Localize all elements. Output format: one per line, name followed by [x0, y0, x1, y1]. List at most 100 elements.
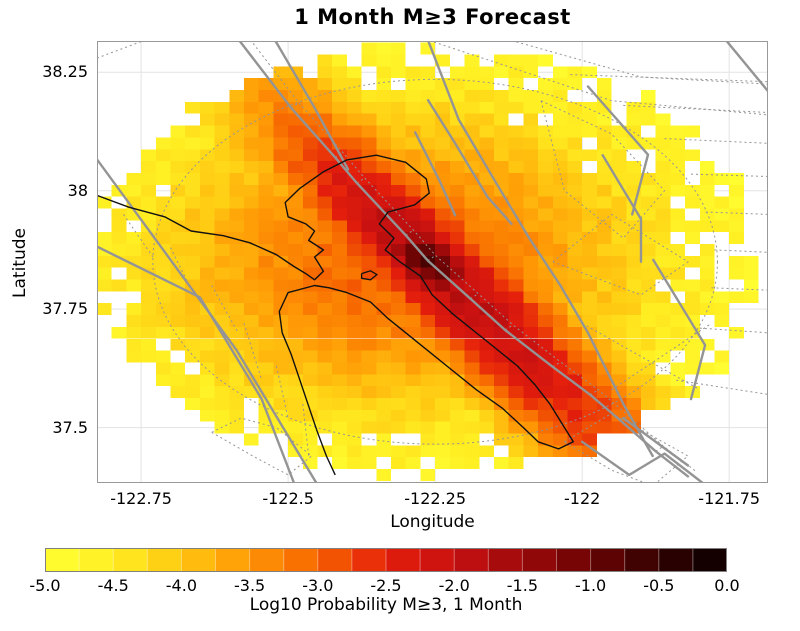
heatmap-cell	[214, 409, 230, 422]
heatmap-cell	[685, 315, 700, 327]
heatmap-cell	[361, 303, 377, 316]
heatmap-cell	[273, 244, 289, 256]
colorbar-tick-label: -0.5	[643, 576, 675, 595]
heatmap-cell	[611, 291, 627, 304]
heatmap-cell	[596, 315, 612, 327]
heatmap-cell	[258, 350, 274, 363]
heatmap-cell	[288, 291, 303, 304]
heatmap-cell	[391, 232, 406, 244]
heatmap-cell	[640, 101, 656, 114]
heatmap-cell	[567, 149, 583, 162]
heatmap-cell	[185, 172, 200, 185]
heatmap-cell	[449, 303, 465, 316]
heatmap-cell	[229, 397, 245, 410]
heatmap-cell	[479, 66, 494, 79]
fault-trace	[238, 41, 690, 478]
heatmap-cell	[567, 196, 583, 209]
heatmap-cell	[449, 125, 465, 138]
heatmap-cell	[405, 457, 421, 470]
heatmap-cell	[523, 208, 539, 221]
heatmap-cell	[596, 409, 612, 422]
heatmap-cell	[346, 125, 362, 138]
heatmap-cell	[391, 445, 406, 458]
heatmap-cell	[435, 220, 450, 233]
heatmap-cell	[288, 409, 303, 422]
heatmap-cell	[493, 386, 509, 398]
heatmap-cell	[214, 386, 230, 398]
heatmap-cell	[523, 172, 539, 185]
heatmap-cell	[479, 326, 494, 339]
heatmap-cell	[449, 78, 465, 91]
heatmap-cell	[714, 196, 730, 209]
heatmap-cell	[317, 386, 333, 398]
heatmap-cell	[391, 386, 406, 398]
heatmap-cell	[361, 125, 377, 138]
heatmap-cell	[567, 208, 583, 221]
heatmap-cell	[420, 220, 436, 233]
heatmap-cell	[435, 90, 450, 102]
heatmap-cell	[523, 267, 539, 280]
heatmap-cell	[420, 161, 436, 173]
heatmap-cell	[317, 90, 333, 102]
heatmap-cell	[170, 196, 186, 209]
heatmap-cell	[244, 255, 259, 268]
heatmap-cell	[523, 397, 539, 410]
heatmap-cell	[317, 54, 333, 67]
heatmap-cell	[508, 445, 524, 458]
heatmap-cell	[523, 184, 539, 197]
heatmap-cell	[317, 326, 333, 339]
heatmap-cell	[699, 279, 715, 292]
colorbar-tick-label: -4.5	[97, 576, 129, 595]
heatmap-cell	[699, 291, 715, 304]
forecast-region-boundary	[152, 78, 718, 445]
heatmap-cell	[405, 267, 421, 280]
heatmap-cell	[141, 267, 156, 280]
heatmap-cell	[258, 172, 274, 185]
heatmap-cell	[464, 54, 480, 67]
heatmap-cell	[435, 161, 450, 173]
heatmap-cell	[523, 255, 539, 268]
heatmap-cell	[141, 232, 156, 244]
heatmap-cell	[640, 279, 656, 292]
heatmap-cell	[258, 137, 274, 150]
heatmap-cell	[332, 397, 347, 410]
heatmap-cell	[244, 78, 259, 91]
heatmap-cell	[420, 172, 436, 185]
heatmap-cell	[538, 196, 553, 209]
hayward-zone-rung	[405, 229, 414, 236]
heatmap-cell	[699, 208, 715, 221]
heatmap-cell	[302, 255, 318, 268]
heatmap-cell	[199, 350, 215, 363]
heatmap-cell	[670, 362, 686, 375]
heatmap-cell	[464, 362, 480, 375]
fault-trace	[581, 440, 704, 483]
heatmap-cell	[170, 184, 186, 197]
heatmap-cell	[538, 208, 553, 221]
heatmap-cell	[317, 291, 333, 304]
fault-zone-dotted-line	[170, 247, 195, 296]
heatmap-cell	[655, 196, 671, 209]
heatmap-cell	[699, 172, 715, 185]
heatmap-cell	[405, 208, 421, 221]
heatmap-cell	[155, 374, 171, 387]
heatmap-cell	[714, 208, 730, 221]
heatmap-cell	[317, 196, 333, 209]
heatmap-cell	[317, 125, 333, 138]
heatmap-cell	[611, 267, 627, 280]
heatmap-cell	[346, 433, 362, 446]
heatmap-cell	[538, 433, 553, 446]
heatmap-cell	[435, 196, 450, 209]
fault-zone-dotted-line	[564, 412, 689, 483]
heatmap-cell	[155, 267, 171, 280]
heatmap-cell	[185, 232, 200, 244]
heatmap-cell	[111, 220, 127, 233]
heatmap-cell	[611, 279, 627, 292]
heatmap-cell	[111, 255, 127, 268]
heatmap-cell	[685, 362, 700, 375]
heatmap-cell	[258, 101, 274, 114]
heatmap-cell	[405, 279, 421, 292]
heatmap-cell	[479, 90, 494, 102]
heatmap-cell	[655, 125, 671, 138]
heatmap-cell	[435, 386, 450, 398]
heatmap-cell	[538, 149, 553, 162]
